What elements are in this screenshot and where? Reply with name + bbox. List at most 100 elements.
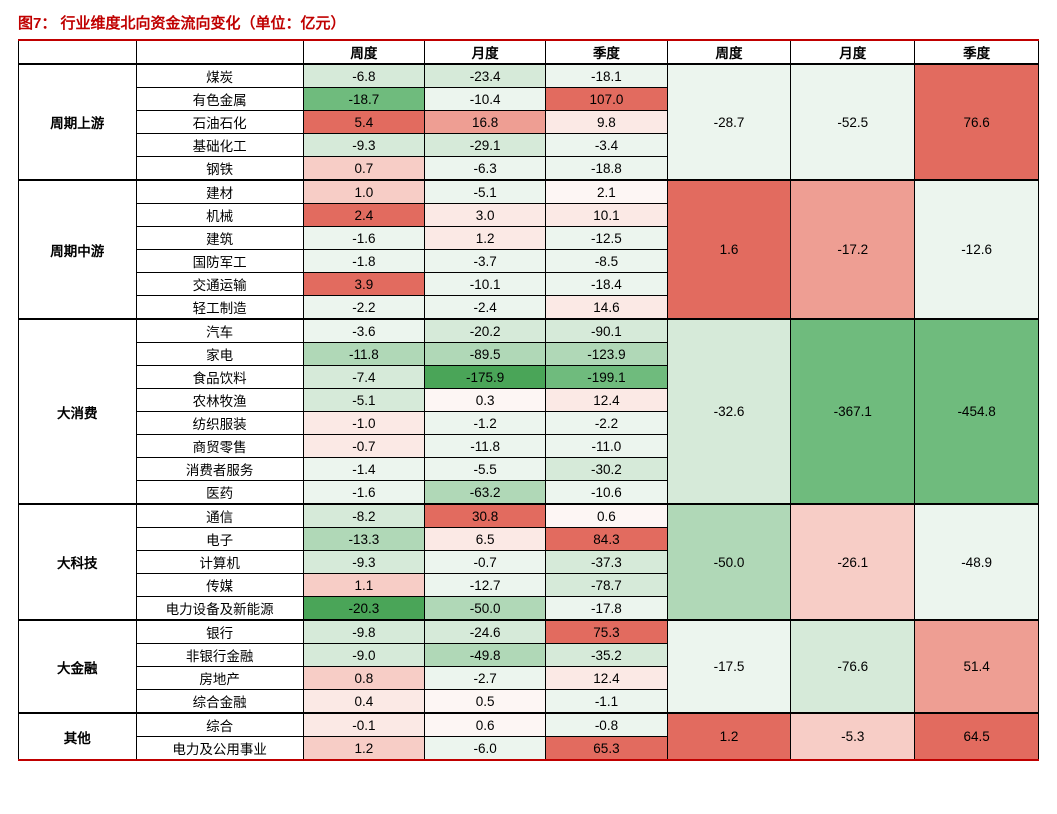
sector-label: 周期中游 <box>19 180 137 319</box>
value-cell: -199.1 <box>546 366 667 389</box>
value-cell: -6.8 <box>303 64 424 88</box>
value-cell: -9.3 <box>303 551 424 574</box>
value-cell: -8.2 <box>303 504 424 528</box>
industry-label: 汽车 <box>136 319 303 343</box>
value-cell: -3.7 <box>425 250 546 273</box>
table-row: 大金融银行-9.8-24.675.3-17.5-76.651.4 <box>19 620 1039 644</box>
figure-title: 图7： 行业维度北向资金流向变化（单位：亿元） <box>18 12 1039 33</box>
value-cell: -1.0 <box>303 412 424 435</box>
industry-label: 综合金融 <box>136 690 303 714</box>
industry-label: 计算机 <box>136 551 303 574</box>
value-cell: 12.4 <box>546 667 667 690</box>
header-quarterly: 季度 <box>546 40 667 64</box>
value-cell: -5.5 <box>425 458 546 481</box>
value-cell: 6.5 <box>425 528 546 551</box>
value-cell: -10.4 <box>425 88 546 111</box>
industry-label: 建材 <box>136 180 303 204</box>
value-cell: -6.3 <box>425 157 546 181</box>
aggregate-cell: -12.6 <box>915 180 1039 319</box>
value-cell: -7.4 <box>303 366 424 389</box>
value-cell: 0.6 <box>546 504 667 528</box>
aggregate-cell: -76.6 <box>791 620 915 713</box>
value-cell: -10.6 <box>546 481 667 505</box>
value-cell: 12.4 <box>546 389 667 412</box>
value-cell: 0.4 <box>303 690 424 714</box>
heatmap-table: 周度 月度 季度 周度 月度 季度 周期上游煤炭-6.8-23.4-18.1-2… <box>18 39 1039 761</box>
industry-label: 房地产 <box>136 667 303 690</box>
industry-label: 有色金属 <box>136 88 303 111</box>
table-row: 周期中游建材1.0-5.12.11.6-17.2-12.6 <box>19 180 1039 204</box>
value-cell: 0.6 <box>425 713 546 737</box>
value-cell: -2.2 <box>546 412 667 435</box>
value-cell: -2.4 <box>425 296 546 320</box>
value-cell: -9.8 <box>303 620 424 644</box>
value-cell: 1.2 <box>303 737 424 761</box>
value-cell: -1.6 <box>303 481 424 505</box>
value-cell: -0.8 <box>546 713 667 737</box>
value-cell: -123.9 <box>546 343 667 366</box>
aggregate-cell: -367.1 <box>791 319 915 504</box>
aggregate-cell: 51.4 <box>915 620 1039 713</box>
header-blank-1 <box>19 40 137 64</box>
industry-label: 传媒 <box>136 574 303 597</box>
industry-label: 国防军工 <box>136 250 303 273</box>
aggregate-cell: -26.1 <box>791 504 915 620</box>
value-cell: -50.0 <box>425 597 546 621</box>
industry-label: 电力及公用事业 <box>136 737 303 761</box>
aggregate-cell: 76.6 <box>915 64 1039 180</box>
value-cell: -0.7 <box>303 435 424 458</box>
value-cell: -11.0 <box>546 435 667 458</box>
value-cell: 2.1 <box>546 180 667 204</box>
value-cell: -20.2 <box>425 319 546 343</box>
value-cell: -20.3 <box>303 597 424 621</box>
value-cell: -13.3 <box>303 528 424 551</box>
aggregate-cell: -50.0 <box>667 504 791 620</box>
industry-label: 综合 <box>136 713 303 737</box>
value-cell: -1.4 <box>303 458 424 481</box>
industry-label: 交通运输 <box>136 273 303 296</box>
aggregate-cell: 1.2 <box>667 713 791 760</box>
aggregate-cell: -17.2 <box>791 180 915 319</box>
value-cell: 3.0 <box>425 204 546 227</box>
value-cell: 5.4 <box>303 111 424 134</box>
table-row: 其他综合-0.10.6-0.81.2-5.364.5 <box>19 713 1039 737</box>
value-cell: -12.7 <box>425 574 546 597</box>
aggregate-cell: -48.9 <box>915 504 1039 620</box>
industry-label: 石油石化 <box>136 111 303 134</box>
value-cell: -90.1 <box>546 319 667 343</box>
industry-label: 非银行金融 <box>136 644 303 667</box>
value-cell: -29.1 <box>425 134 546 157</box>
header-agg-monthly: 月度 <box>791 40 915 64</box>
value-cell: -6.0 <box>425 737 546 761</box>
value-cell: 0.8 <box>303 667 424 690</box>
value-cell: 75.3 <box>546 620 667 644</box>
value-cell: -9.0 <box>303 644 424 667</box>
header-agg-quarterly: 季度 <box>915 40 1039 64</box>
value-cell: -10.1 <box>425 273 546 296</box>
industry-label: 轻工制造 <box>136 296 303 320</box>
value-cell: -5.1 <box>425 180 546 204</box>
table-row: 大消费汽车-3.6-20.2-90.1-32.6-367.1-454.8 <box>19 319 1039 343</box>
aggregate-cell: -454.8 <box>915 319 1039 504</box>
value-cell: 0.5 <box>425 690 546 714</box>
sector-label: 大消费 <box>19 319 137 504</box>
industry-label: 电子 <box>136 528 303 551</box>
aggregate-cell: -5.3 <box>791 713 915 760</box>
value-cell: -0.7 <box>425 551 546 574</box>
industry-label: 煤炭 <box>136 64 303 88</box>
value-cell: -17.8 <box>546 597 667 621</box>
value-cell: -0.1 <box>303 713 424 737</box>
sector-label: 大金融 <box>19 620 137 713</box>
value-cell: -18.1 <box>546 64 667 88</box>
value-cell: 30.8 <box>425 504 546 528</box>
aggregate-cell: -17.5 <box>667 620 791 713</box>
value-cell: 10.1 <box>546 204 667 227</box>
value-cell: 0.7 <box>303 157 424 181</box>
table-row: 大科技通信-8.230.80.6-50.0-26.1-48.9 <box>19 504 1039 528</box>
industry-label: 农林牧渔 <box>136 389 303 412</box>
value-cell: -78.7 <box>546 574 667 597</box>
value-cell: 1.1 <box>303 574 424 597</box>
industry-label: 食品饮料 <box>136 366 303 389</box>
value-cell: 1.2 <box>425 227 546 250</box>
value-cell: 16.8 <box>425 111 546 134</box>
